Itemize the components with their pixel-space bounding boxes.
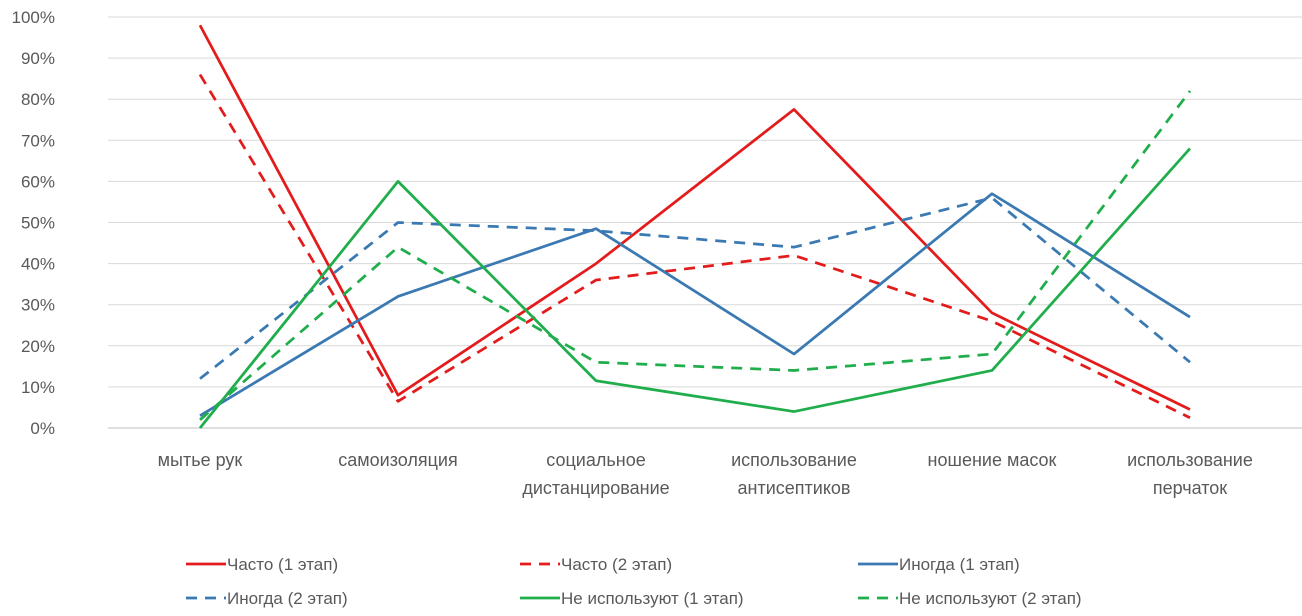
x-category-label: использование перчаток [1127, 450, 1253, 498]
series-line [198, 147, 1192, 429]
series-lines [198, 24, 1192, 429]
legend: Часто (1 этап) Часто (2 этап) Иногда (1 эт… [186, 555, 1082, 608]
y-tick-label: 70% [21, 131, 55, 150]
legend-label: Не используют (1 этап) [561, 589, 744, 608]
series-line [198, 73, 1191, 419]
y-tick-label: 60% [21, 172, 55, 191]
series-line [199, 90, 1192, 421]
y-tick-label: 10% [21, 378, 55, 397]
series-line [199, 192, 1191, 417]
legend-label: Часто (2 этап) [561, 555, 672, 574]
x-category-label: ношение масок [928, 450, 1057, 470]
legend-label: Не используют (2 этап) [899, 589, 1082, 608]
series-line [198, 24, 1191, 411]
y-tick-label: 80% [21, 90, 55, 109]
series-line [199, 196, 1191, 380]
y-tick-label: 90% [21, 49, 55, 68]
legend-label: Иногда (1 этап) [899, 555, 1020, 574]
legend-item: Часто (1 этап) [186, 555, 338, 574]
legend-item: Иногда (1 этап) [858, 555, 1020, 574]
y-tick-label: 50% [21, 214, 55, 233]
y-tick-label: 100% [12, 8, 55, 27]
y-axis-tick-labels: 0% 10% 20% 30% 40% 50% 60% 70% 80% 90% 100% [12, 8, 55, 438]
x-category-label: использование антисептиков [731, 450, 857, 498]
x-category-label: мытье рук [158, 450, 243, 470]
x-category-label: самоизоляция [338, 450, 457, 470]
legend-item: Не используют (1 этап) [520, 589, 744, 608]
legend-item: Иногда (2 этап) [186, 589, 348, 608]
legend-item: Часто (2 этап) [520, 555, 672, 574]
y-tick-label: 0% [30, 419, 55, 438]
y-tick-label: 40% [21, 255, 55, 274]
legend-label: Часто (1 этап) [227, 555, 338, 574]
y-tick-label: 30% [21, 296, 55, 315]
legend-item: Не используют (2 этап) [858, 589, 1082, 608]
y-tick-label: 20% [21, 337, 55, 356]
legend-label: Иногда (2 этап) [227, 589, 348, 608]
x-axis-category-labels: мытье рук самоизоляция социальное дистанцир… [158, 450, 1253, 498]
x-category-label: социальное дистанцирование [522, 450, 669, 498]
